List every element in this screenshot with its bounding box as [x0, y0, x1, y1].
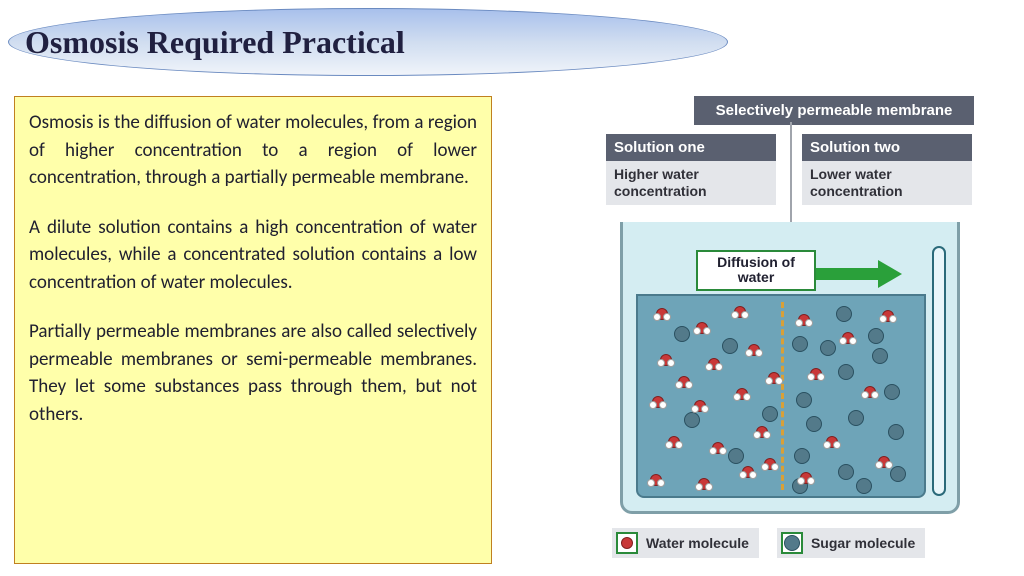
water-molecule-icon: [756, 426, 768, 438]
legend-sugar: Sugar molecule: [777, 528, 925, 558]
sugar-molecule-icon: [890, 466, 906, 482]
solution-two-header: Solution two: [802, 134, 972, 161]
sugar-molecule-icon: [838, 464, 854, 480]
membrane-label: Selectively permeable membrane: [694, 96, 974, 125]
water-molecule-icon: [800, 472, 812, 484]
water-molecule-icon: [826, 436, 838, 448]
sugar-molecule-icon: [762, 406, 778, 422]
water-molecule-icon: [650, 474, 662, 486]
sugar-molecule-icon: [684, 412, 700, 428]
solution-one-header: Solution one: [606, 134, 776, 161]
sugar-molecule-icon: [728, 448, 744, 464]
sugar-molecule-icon: [806, 416, 822, 432]
water-molecule-icon: [734, 306, 746, 318]
title-banner: Osmosis Required Practical: [8, 8, 728, 76]
solution-labels: Solution one Higher water concentration …: [606, 134, 972, 205]
water-molecule-icon: [616, 532, 638, 554]
membrane-line: [781, 302, 784, 490]
sugar-molecule-icon: [868, 328, 884, 344]
info-p1: Osmosis is the diffusion of water molecu…: [29, 109, 477, 192]
legend-sugar-label: Sugar molecule: [811, 535, 915, 551]
water-molecule-icon: [764, 458, 776, 470]
water-molecule-icon: [878, 456, 890, 468]
sugar-molecule-icon: [796, 392, 812, 408]
water-molecule-icon: [712, 442, 724, 454]
water-region: [636, 294, 926, 498]
membrane-stick: [790, 122, 792, 222]
sugar-molecule-icon: [794, 448, 810, 464]
solution-two-col: Solution two Lower water concentration: [802, 134, 972, 205]
water-molecule-icon: [698, 478, 710, 490]
info-p3: Partially permeable membranes are also c…: [29, 318, 477, 428]
water-molecule-icon: [864, 386, 876, 398]
sugar-molecule-icon: [820, 340, 836, 356]
info-p2: A dilute solution contains a high concen…: [29, 214, 477, 297]
page-title: Osmosis Required Practical: [25, 24, 405, 61]
sugar-molecule-icon: [674, 326, 690, 342]
water-molecule-icon: [882, 310, 894, 322]
water-molecule-icon: [736, 388, 748, 400]
water-molecule-icon: [678, 376, 690, 388]
sugar-molecule-icon: [848, 410, 864, 426]
beaker: Diffusion of water: [620, 222, 960, 514]
info-box: Osmosis is the diffusion of water molecu…: [14, 96, 492, 564]
water-molecule-icon: [708, 358, 720, 370]
water-molecule-icon: [842, 332, 854, 344]
water-molecule-icon: [668, 436, 680, 448]
diffusion-label: Diffusion of water: [696, 250, 816, 291]
water-molecule-icon: [694, 400, 706, 412]
water-molecule-icon: [798, 314, 810, 326]
solution-one-col: Solution one Higher water concentration: [606, 134, 776, 205]
water-molecule-icon: [810, 368, 822, 380]
water-molecule-icon: [652, 396, 664, 408]
diffusion-arrow-icon: [816, 262, 904, 286]
sugar-molecule-icon: [781, 532, 803, 554]
sugar-molecule-icon: [792, 336, 808, 352]
sugar-molecule-icon: [884, 384, 900, 400]
water-molecule-icon: [696, 322, 708, 334]
sugar-molecule-icon: [722, 338, 738, 354]
legend: Water molecule Sugar molecule: [612, 528, 925, 558]
sugar-molecule-icon: [836, 306, 852, 322]
legend-water-label: Water molecule: [646, 535, 749, 551]
thermometer: [932, 246, 946, 496]
water-molecule-icon: [660, 354, 672, 366]
legend-water: Water molecule: [612, 528, 759, 558]
sugar-molecule-icon: [872, 348, 888, 364]
water-molecule-icon: [768, 372, 780, 384]
sugar-molecule-icon: [888, 424, 904, 440]
osmosis-diagram: Selectively permeable membrane Solution …: [560, 96, 990, 564]
water-molecule-icon: [748, 344, 760, 356]
water-molecule-icon: [742, 466, 754, 478]
solution-one-sub: Higher water concentration: [606, 161, 776, 205]
solution-two-sub: Lower water concentration: [802, 161, 972, 205]
water-molecule-icon: [656, 308, 668, 320]
sugar-molecule-icon: [856, 478, 872, 494]
sugar-molecule-icon: [838, 364, 854, 380]
